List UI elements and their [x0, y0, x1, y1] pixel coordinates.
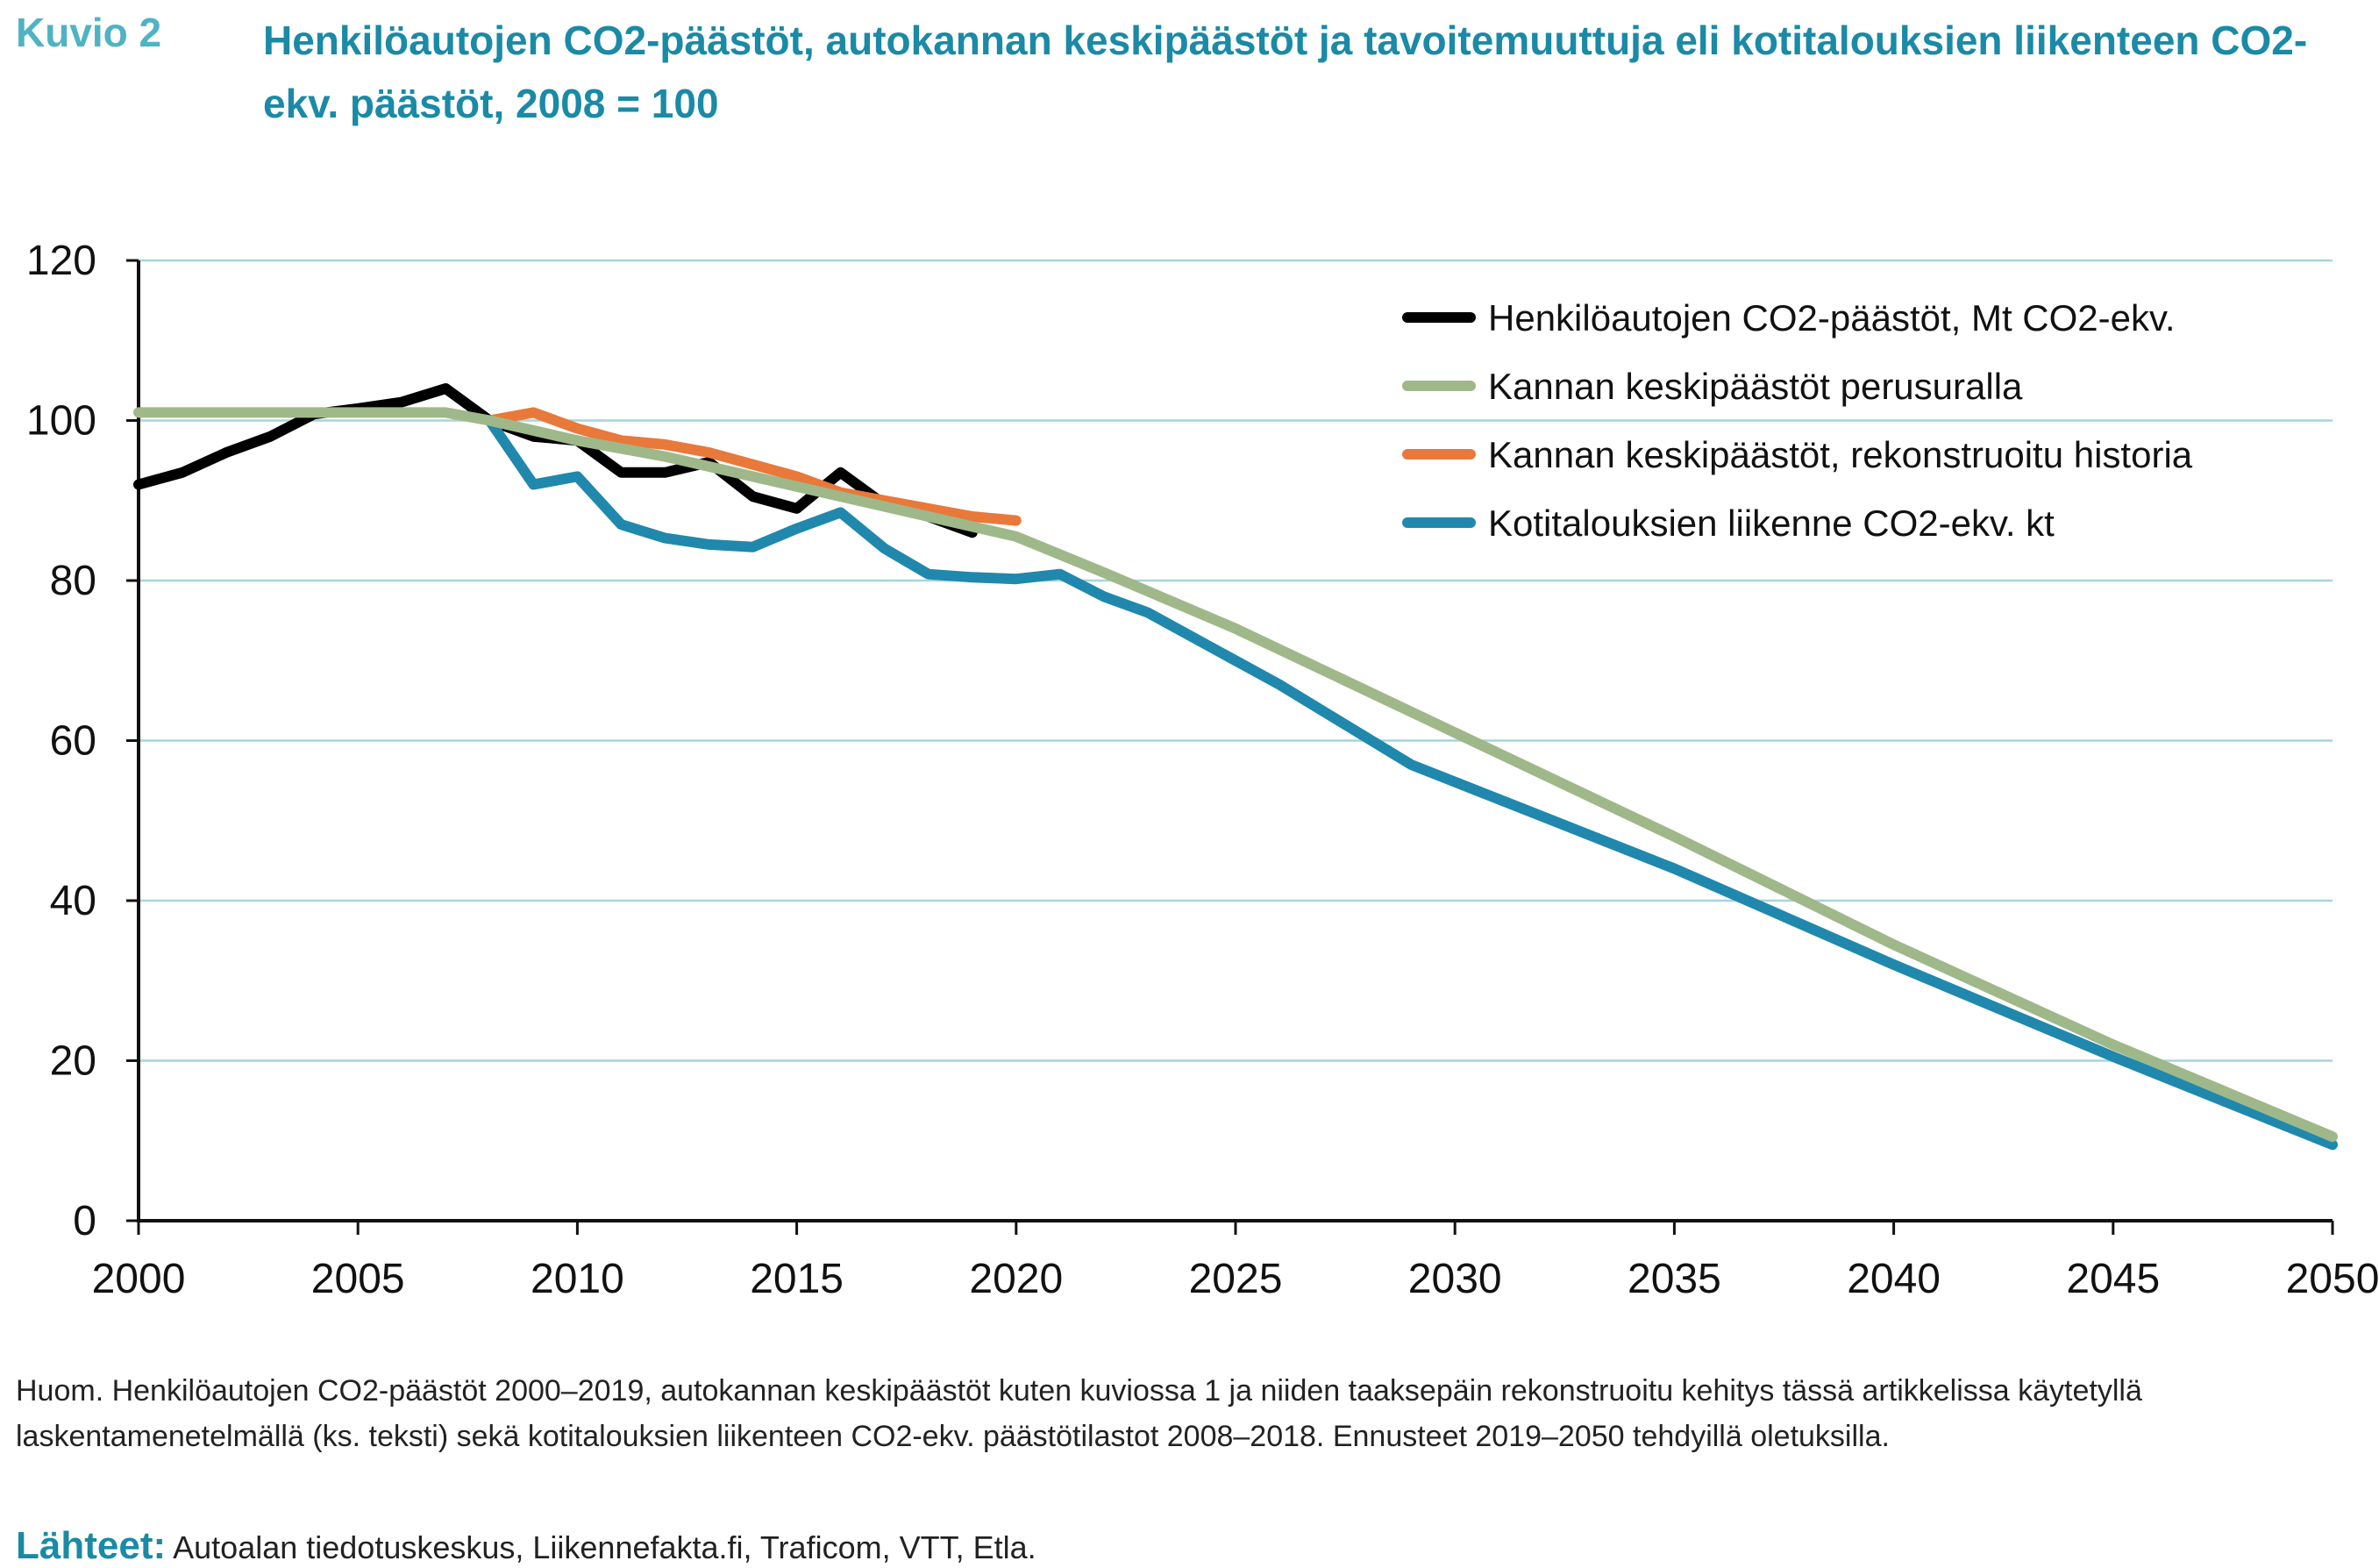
- y-tick-label-100: 100: [26, 398, 96, 445]
- figure-label: Kuvio 2: [16, 10, 162, 55]
- legend-label-4: Kotitalouksien liikenne CO2-ekv. kt: [1488, 502, 2055, 544]
- legend-label-3: Kannan keskipäästöt, rekonstruoitu histo…: [1488, 434, 2193, 475]
- legend-label-2: Kannan keskipäästöt perusuralla: [1488, 366, 2023, 407]
- chart-sources: Lähteet: Autoalan tiedotuskeskus, Liiken…: [16, 1524, 1036, 1568]
- x-tick-label-2035: 2035: [1628, 1256, 1721, 1302]
- y-tick-label-40: 40: [50, 878, 96, 924]
- x-tick-label-2025: 2025: [1189, 1256, 1283, 1302]
- x-tick-label-2005: 2005: [311, 1256, 405, 1302]
- x-tick-label-2030: 2030: [1408, 1256, 1502, 1302]
- legend: Henkilöautojen CO2-päästöt, Mt CO2-ekv. K…: [1402, 297, 2193, 544]
- sources-label: Lähteet:: [16, 1524, 167, 1567]
- y-tick-label-20: 20: [50, 1038, 96, 1085]
- x-tick-label-2010: 2010: [531, 1256, 624, 1302]
- x-tick-label-2000: 2000: [92, 1256, 186, 1302]
- x-tick-label-2040: 2040: [1847, 1256, 1941, 1302]
- series-line-3: [484, 407, 1022, 526]
- chart-title: Henkilöautojen CO2-päästöt, autokannan k…: [263, 18, 2308, 126]
- y-tick-label-0: 0: [73, 1198, 96, 1244]
- sources-text: Autoalan tiedotuskeskus, Liikennefakta.f…: [173, 1529, 1036, 1565]
- legend-label-1: Henkilöautojen CO2-päästöt, Mt CO2-ekv.: [1488, 297, 2176, 339]
- y-tick-label-120: 120: [26, 238, 96, 284]
- series-line-2: [133, 407, 2338, 1143]
- series-lines: [133, 383, 2338, 1151]
- x-tick-label-2015: 2015: [750, 1256, 844, 1302]
- y-tick-label-80: 80: [50, 558, 96, 604]
- x-tick-label-2050: 2050: [2286, 1256, 2379, 1302]
- series-line-4: [484, 415, 2338, 1151]
- x-tick-label-2020: 2020: [969, 1256, 1063, 1302]
- y-tick-label-60: 60: [50, 718, 96, 765]
- chart-note: Huom. Henkilöautojen CO2-päästöt 2000–20…: [16, 1374, 2142, 1453]
- x-tick-label-2045: 2045: [2066, 1256, 2160, 1302]
